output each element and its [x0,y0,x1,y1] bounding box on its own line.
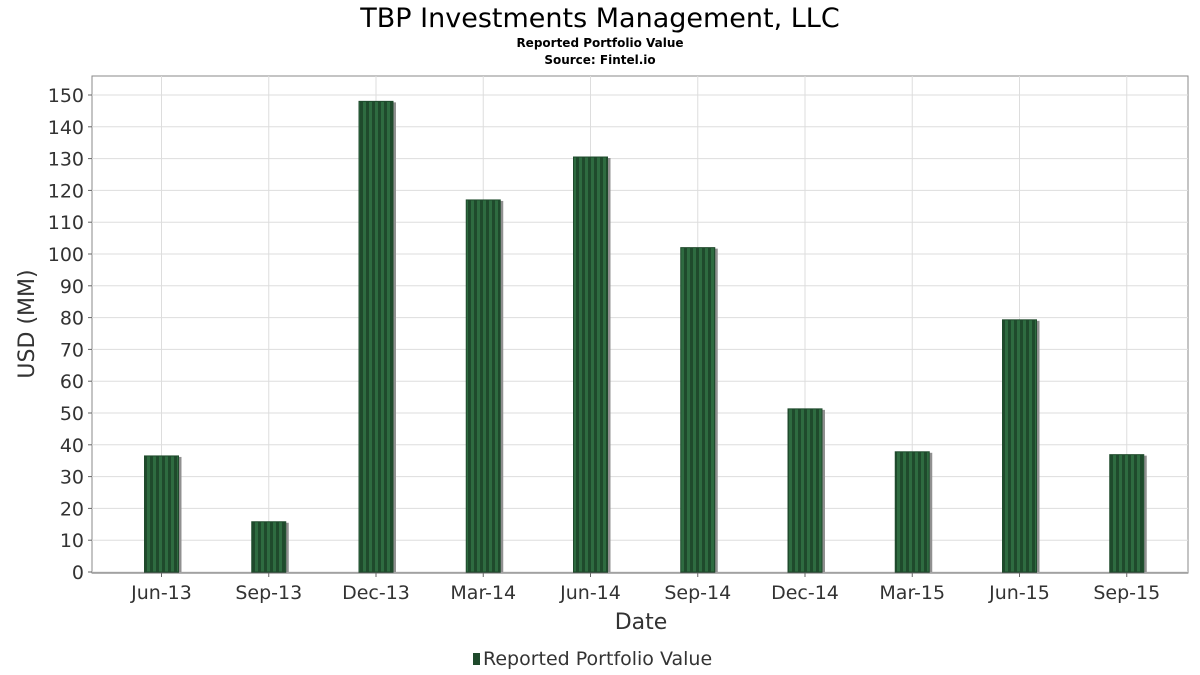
y-tick-label: 130 [48,149,84,171]
bar-jun-13 [144,455,179,573]
x-tick-label: Mar-15 [879,582,945,604]
y-tick-label: 90 [60,276,84,298]
x-tick-label: Sep-14 [664,582,731,604]
chart-subtitle-line-1: Reported Portfolio Value [516,36,683,50]
y-tick-label: 0 [72,562,84,584]
x-tick-label: Mar-14 [450,582,516,604]
y-tick-label: 10 [60,530,84,552]
y-axis-title: USD (MM) [15,269,40,378]
x-tick-label: Dec-13 [342,582,410,604]
bar-sep-15 [1109,454,1145,573]
x-tick-label: Jun-15 [988,582,1050,604]
x-axis: Jun-13 Sep-13 Dec-13 Mar-14 Jun-14 Sep-14 Dec-… [92,572,1188,604]
bar-sep-14 [680,247,716,573]
y-tick-label: 20 [60,498,84,520]
y-tick-label: 100 [48,244,84,266]
y-tick-label: 50 [60,403,84,425]
y-tick-label: 70 [60,339,84,361]
legend-swatch [473,653,480,665]
y-tick-label: 140 [48,117,84,139]
chart-title: TBP Investments Management, LLC [359,3,839,34]
bar-mar-15 [894,451,930,573]
x-tick-label: Jun-13 [130,582,192,604]
legend-label: Reported Portfolio Value [483,648,712,670]
x-axis-title: Date [615,610,668,635]
bar-sep-13 [251,521,287,573]
y-tick-label: 150 [48,85,84,107]
bar-jun-15 [1002,319,1037,573]
bar-dec-14 [787,408,823,573]
y-tick-label: 120 [48,180,84,202]
y-axis: 0 10 20 30 40 50 60 70 80 90 100 110 120 130 140 150 [48,85,92,584]
bar-jun-14 [573,156,608,573]
x-tick-label: Sep-15 [1093,582,1160,604]
y-tick-label: 40 [60,435,84,457]
y-tick-label: 30 [60,467,84,489]
bar-mar-14 [465,199,501,573]
x-tick-label: Jun-14 [559,582,621,604]
y-tick-label: 60 [60,371,84,393]
legend: Reported Portfolio Value [473,648,712,670]
x-tick-label: Sep-13 [235,582,302,604]
y-tick-label: 80 [60,308,84,330]
x-tick-label: Dec-14 [771,582,839,604]
bar-dec-13 [358,100,394,573]
chart-subtitle-line-2: Source: Fintel.io [544,53,655,67]
y-tick-label: 110 [48,212,84,234]
bars [144,100,1147,573]
